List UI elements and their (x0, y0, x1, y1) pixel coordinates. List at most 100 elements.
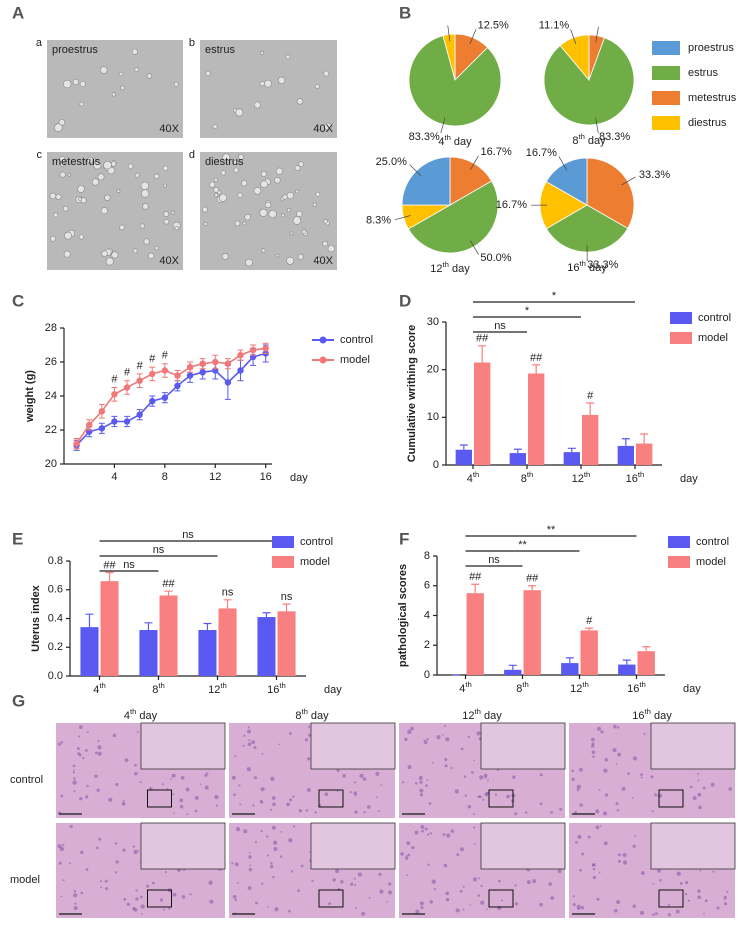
nucleus (173, 812, 175, 814)
nucleus (80, 891, 84, 895)
nucleus (80, 850, 84, 855)
nucleus (234, 862, 239, 867)
x-tick-label: 12th (570, 680, 589, 695)
point (224, 379, 232, 386)
nucleus (477, 795, 481, 799)
nucleus (206, 772, 209, 775)
nucleus (134, 763, 137, 767)
leader-line (570, 29, 577, 45)
nucleus (577, 834, 582, 839)
point (98, 425, 106, 432)
nucleus (336, 790, 339, 792)
point (174, 372, 181, 379)
nucleus (387, 890, 393, 895)
nucleus (473, 759, 476, 762)
nucleus (702, 786, 706, 790)
nucleus (464, 794, 467, 797)
nucleus (234, 755, 237, 758)
roi-box (147, 789, 172, 808)
cell (233, 167, 239, 173)
nucleus (576, 788, 580, 792)
cell (301, 229, 307, 235)
y-tick-label: 8 (424, 550, 430, 562)
nucleus (124, 758, 129, 763)
cell (245, 258, 253, 267)
nucleus (539, 773, 543, 777)
cell (127, 163, 134, 170)
nucleus (122, 848, 126, 852)
nucleus (292, 795, 295, 798)
slice-label: 50.0% (480, 252, 511, 264)
comparison-label: ns (488, 554, 500, 566)
nucleus (166, 787, 169, 790)
nucleus (73, 889, 77, 893)
nucleus (151, 881, 155, 885)
cell (202, 206, 208, 213)
nucleus (433, 887, 437, 891)
cell (111, 251, 119, 259)
nucleus (72, 764, 76, 768)
bar (474, 362, 491, 465)
nucleus (498, 879, 501, 883)
nucleus (407, 729, 412, 734)
cell (327, 244, 336, 253)
cell (212, 124, 218, 129)
nucleus (288, 732, 292, 735)
nucleus (532, 879, 537, 884)
nucleus (73, 769, 75, 771)
point (186, 363, 194, 371)
micrograph (200, 152, 337, 270)
nucleus (115, 860, 119, 864)
nucleus (69, 862, 72, 865)
nucleus (293, 825, 296, 828)
error-bar (532, 364, 541, 374)
y-tick-label: 0.0 (48, 670, 63, 682)
nucleus (269, 808, 272, 811)
nucleus (598, 788, 601, 791)
cell (55, 193, 62, 200)
nucleus (308, 733, 311, 737)
nucleus (579, 868, 583, 872)
legend-label: control (698, 312, 731, 324)
nucleus (652, 882, 655, 885)
error-bar (567, 447, 576, 453)
nucleus (73, 790, 76, 793)
nucleus (411, 845, 415, 850)
nucleus (77, 752, 80, 756)
cell (235, 108, 244, 117)
cell (234, 220, 241, 227)
nucleus (577, 907, 581, 911)
nucleus (247, 742, 252, 747)
nucleus (471, 771, 474, 774)
nucleus (486, 908, 488, 911)
nucleus (689, 785, 693, 789)
cell (111, 92, 116, 97)
micrograph (200, 40, 337, 138)
cell (296, 98, 304, 105)
error-bar (105, 571, 114, 582)
cell (322, 240, 328, 247)
nucleus (514, 884, 517, 887)
nucleus (366, 805, 371, 809)
nucleus (615, 802, 619, 806)
y-tick-label: 24 (45, 390, 57, 402)
nucleus (361, 911, 366, 916)
error-bar (262, 612, 271, 618)
nucleus (139, 895, 143, 899)
significance: ## (530, 352, 543, 364)
nucleus (424, 827, 428, 831)
nucleus (473, 843, 476, 845)
error-bar (164, 590, 173, 596)
bar (455, 449, 472, 465)
column-header: 12th day (462, 707, 502, 722)
nucleus (300, 864, 304, 868)
nucleus (73, 905, 78, 911)
inset (480, 722, 566, 770)
nucleus (236, 881, 239, 884)
nucleus (539, 802, 543, 806)
y-tick-label: 6 (424, 580, 430, 592)
nucleus (463, 775, 467, 778)
nucleus (324, 792, 329, 796)
nucleus (514, 812, 518, 816)
panel-label: C (12, 291, 24, 310)
